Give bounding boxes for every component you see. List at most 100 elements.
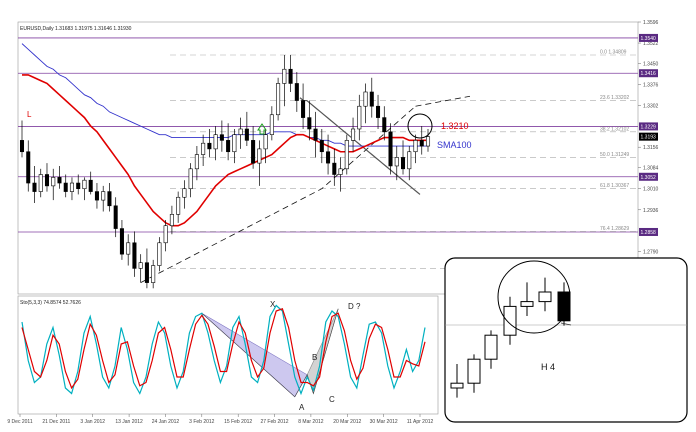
y-tick-label: 1.3596	[643, 20, 659, 26]
candle-body	[338, 168, 343, 175]
sma-red-polyline	[22, 74, 428, 227]
candle-body	[269, 114, 274, 135]
marker-l: L	[27, 110, 32, 119]
stochastic-series-line	[21, 308, 426, 390]
y-tick-label: 1.3010	[643, 187, 659, 193]
candle-body	[76, 182, 81, 190]
candle-body	[182, 188, 187, 198]
candle-body	[151, 265, 156, 283]
candle-body	[163, 225, 168, 244]
candle-body	[157, 242, 162, 266]
candle-body	[263, 134, 268, 150]
inset-candle-body	[484, 334, 498, 360]
highlight-circle	[407, 113, 433, 139]
candle-body	[138, 262, 143, 269]
candle-body	[113, 205, 118, 229]
candle-body	[388, 131, 393, 167]
candle-body	[407, 151, 412, 170]
y-tick-label: 1.3376	[643, 83, 659, 89]
sma-label: SMA100	[437, 140, 472, 150]
price-tag-label: 1.3193	[641, 135, 657, 141]
candle-body	[119, 228, 124, 255]
candle-body	[369, 91, 374, 107]
candle-body	[19, 140, 25, 153]
h4-inset-candles	[450, 277, 571, 398]
inset-candle-body	[503, 305, 517, 336]
candle-body	[394, 157, 399, 167]
pattern-label-b: B	[312, 353, 317, 362]
candle-body	[288, 68, 293, 84]
x-tick-label: 24 Jan 2012	[152, 419, 180, 425]
price-tag-label: 1.3052	[641, 175, 657, 181]
sma-red-line	[22, 74, 428, 227]
candle-body	[176, 196, 181, 215]
candle-body	[194, 154, 199, 170]
sma-gray-polyline	[299, 97, 421, 195]
candle-body	[69, 182, 74, 192]
candle-body	[382, 117, 387, 133]
candle-body	[126, 242, 131, 255]
candle-body	[132, 242, 137, 269]
candle-body	[213, 134, 218, 150]
candle-body	[32, 182, 37, 192]
candle-body	[26, 151, 31, 184]
x-tick-label: 3 Jan 2012	[80, 419, 105, 425]
candle-body	[357, 105, 362, 130]
candle-body	[419, 140, 424, 147]
candle-body	[351, 128, 356, 141]
inset-label: H 4	[541, 362, 555, 372]
inset-highlight-circle	[497, 260, 571, 334]
candle-body	[326, 151, 331, 164]
pattern-label-d: D ?	[348, 302, 361, 311]
x-tick-label: 21 Dec 2011	[42, 419, 70, 425]
x-tick-label: 9 Dec 2011	[7, 419, 32, 425]
candle-body	[294, 83, 299, 101]
price-tag	[639, 69, 658, 78]
candle-body	[238, 128, 243, 135]
pattern-label-x: X	[270, 300, 276, 309]
inset-candle-body	[538, 291, 552, 303]
cursor-icon	[560, 322, 572, 326]
x-tick-label: 11 Apr 2012	[407, 419, 434, 425]
price-tag-label: 1.3416	[641, 71, 657, 77]
candle-body	[413, 140, 418, 153]
candle-body	[201, 142, 206, 155]
price-pane: EURUSD,Daily 1.31683 1.31975 1.31646 1.3…	[17, 20, 659, 297]
x-tick-label: 13 Jan 2012	[115, 419, 143, 425]
candle-body	[363, 91, 368, 107]
candle-body	[332, 162, 337, 175]
fib-level-label: 0.0 1.34809	[600, 50, 627, 56]
candle-body	[188, 168, 193, 190]
x-tick-label: 15 Feb 2012	[224, 419, 252, 425]
pattern-label-a: A	[299, 403, 305, 412]
candle-body	[376, 105, 381, 118]
y-tick-label: 1.2790	[643, 249, 659, 255]
x-tick-label: 8 Mar 2012	[298, 419, 324, 425]
stochastic-pane: Sto(5,3,3) 74.8574 52.7626 X B A C D ?	[17, 295, 439, 415]
candle-body	[38, 174, 43, 192]
price-tag	[639, 227, 658, 236]
candle-body	[307, 117, 312, 130]
sma100-line	[21, 43, 428, 147]
y-tick-label: 1.3522	[643, 41, 659, 47]
x-tick-label: 27 Feb 2012	[260, 419, 288, 425]
price-tag-label: 1.2858	[641, 230, 657, 236]
inset-candle-body	[450, 382, 464, 389]
fib-level-label: 61.8 1.30367	[600, 183, 629, 189]
fib-level-label: 50.0 1.31249	[600, 152, 629, 158]
time-axis: 9 Dec 2011 21 Dec 2011 3 Jan 2012 13 Jan 20…	[7, 414, 434, 425]
candle-body	[101, 191, 106, 201]
candle-body	[82, 179, 87, 190]
price-candles	[19, 55, 431, 289]
candle-body	[244, 128, 249, 141]
candle-body	[313, 128, 318, 141]
x-tick-label: 20 Mar 2012	[333, 419, 361, 425]
candle-body	[94, 191, 99, 201]
candle-body	[301, 100, 306, 118]
fib-level-label: 76.4 1.28629	[600, 226, 629, 232]
sma100-polyline	[21, 43, 428, 147]
inset-candle-body	[557, 291, 571, 322]
candle-body	[57, 177, 62, 184]
y-tick-label: 1.2936	[643, 208, 659, 214]
h4-inset: H 4	[444, 257, 688, 423]
